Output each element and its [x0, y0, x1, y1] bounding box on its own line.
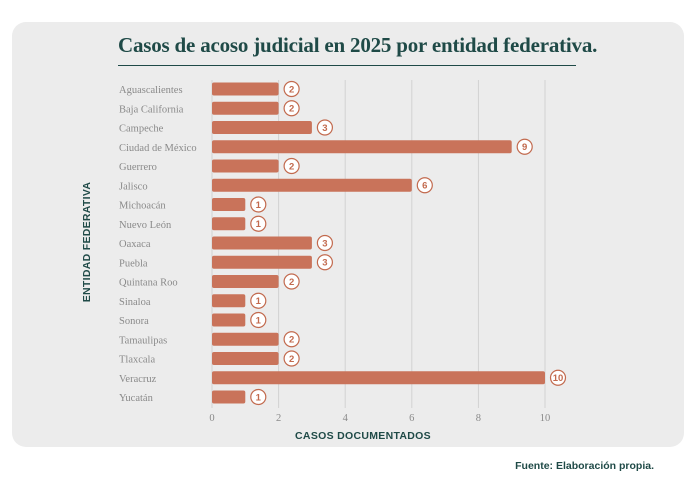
- data-label: 2: [289, 104, 294, 115]
- bar: [212, 313, 246, 327]
- value-badge: [250, 388, 267, 406]
- value-badge: [283, 100, 300, 117]
- bar: [212, 332, 279, 346]
- value-badge: [516, 138, 533, 155]
- bars: 2 2 3 9 2 6 1 1 3 3 2 1 1 2 2 10 1: [212, 80, 567, 406]
- bar: [212, 255, 312, 269]
- data-label: 9: [522, 142, 527, 153]
- value-badge: [283, 350, 300, 367]
- x-tick-label: 2: [276, 413, 281, 424]
- category-label: Veracruz: [119, 374, 157, 385]
- bar: [212, 236, 312, 250]
- bar: [212, 275, 279, 288]
- data-label: 2: [289, 161, 294, 172]
- data-label: 1: [256, 200, 262, 211]
- bar: [212, 294, 246, 308]
- category-label: Quintana Roo: [119, 278, 178, 289]
- data-label: 2: [289, 354, 294, 365]
- category-label: Ciudad de México: [119, 143, 197, 154]
- category-label: Campeche: [119, 124, 164, 135]
- title-underline: [118, 65, 576, 66]
- x-tick-label: 10: [540, 413, 551, 424]
- data-label: 6: [422, 181, 427, 192]
- x-axis-label: CASOS DOCUMENTADOS: [295, 430, 431, 442]
- value-badge: [250, 292, 267, 309]
- category-label: Guerrero: [119, 162, 157, 173]
- value-badge: [283, 80, 300, 98]
- data-label: 2: [289, 277, 294, 288]
- bar: [212, 82, 279, 96]
- value-badge: [250, 215, 267, 232]
- category-label: Puebla: [119, 258, 148, 269]
- bar: [212, 371, 545, 385]
- category-label: Nuevo León: [119, 220, 172, 231]
- value-badge: [283, 157, 300, 175]
- category-label: Baja California: [119, 104, 184, 115]
- category-label: Oaxaca: [119, 239, 151, 250]
- value-badge: [283, 331, 300, 348]
- value-badge: [250, 311, 267, 329]
- x-tick-label: 6: [409, 413, 414, 424]
- bar: [212, 121, 312, 134]
- value-badge: [316, 119, 333, 136]
- bar: [212, 352, 279, 365]
- value-badge: [283, 273, 300, 290]
- data-label: 1: [256, 315, 262, 326]
- value-badge: [416, 177, 433, 194]
- category-labels: Aguascalientes Baja California Campeche Ciu…: [119, 85, 197, 404]
- x-tick-label: 0: [209, 413, 214, 424]
- x-tick-label: 8: [476, 413, 481, 424]
- x-tick-labels: 0 2 4 6 8 10: [209, 413, 550, 424]
- value-badge: [316, 254, 333, 271]
- data-label: 1: [256, 296, 262, 307]
- category-label: Sinaloa: [119, 297, 151, 308]
- x-tick-label: 4: [343, 413, 349, 424]
- category-label: Yucatán: [119, 393, 154, 404]
- data-label: 3: [322, 238, 327, 249]
- bar: [212, 101, 279, 115]
- value-badge: [316, 234, 333, 252]
- bar: [212, 198, 246, 211]
- bar: [212, 390, 246, 404]
- category-label: Michoacán: [119, 201, 166, 212]
- chart-title: Casos de acoso judicial en 2025 por enti…: [118, 33, 598, 57]
- bar: [212, 178, 412, 192]
- source-note: Fuente: Elaboración propia.: [515, 460, 654, 472]
- bar: [212, 217, 246, 231]
- data-label: 3: [322, 258, 327, 269]
- category-label: Aguascalientes: [119, 85, 183, 96]
- data-label: 1: [256, 219, 262, 230]
- data-label: 2: [289, 335, 294, 346]
- data-label: 10: [553, 373, 564, 384]
- data-label: 2: [289, 84, 294, 95]
- value-badge: [549, 369, 567, 386]
- category-label: Tamaulipas: [119, 335, 167, 346]
- bar: [212, 159, 279, 173]
- data-label: 3: [322, 123, 327, 134]
- data-label: 1: [256, 392, 262, 403]
- value-badge: [250, 196, 267, 213]
- category-label: Jalisco: [119, 181, 148, 192]
- category-label: Tlaxcala: [119, 355, 155, 366]
- bar: [212, 140, 512, 154]
- category-label: Sonora: [119, 316, 149, 327]
